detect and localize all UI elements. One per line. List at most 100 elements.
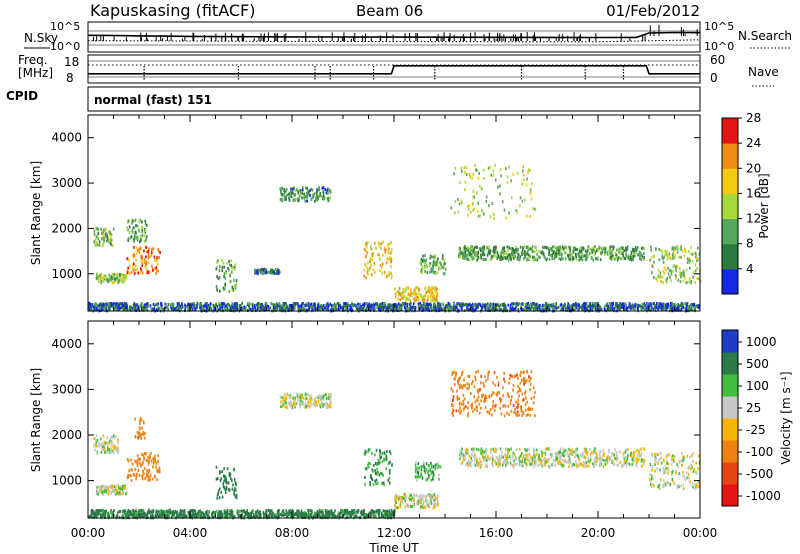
echo-cell: [505, 257, 507, 260]
echo-cell: [514, 302, 517, 306]
echo-cell: [434, 263, 437, 267]
echo-cell: [472, 250, 474, 254]
echo-cell: [130, 468, 132, 472]
echo-cell: [325, 308, 328, 312]
echo-cell: [468, 258, 471, 262]
echo-cell: [153, 305, 156, 309]
echo-cell: [113, 302, 116, 306]
echo-cell: [375, 302, 377, 306]
echo-cell: [235, 483, 237, 487]
echo-cell: [411, 496, 414, 500]
colorbar-swatch: [722, 193, 738, 220]
echo-cell: [386, 306, 389, 310]
echo-cell: [582, 303, 585, 307]
echo-cell: [100, 450, 103, 454]
echo-cell: [483, 305, 485, 309]
echo-cell: [473, 395, 475, 399]
echo-cell: [295, 402, 298, 406]
echo-cell: [495, 249, 498, 253]
echo-cell: [523, 252, 526, 256]
echo-cell: [699, 279, 702, 283]
power-echoes: [88, 163, 702, 313]
echo-cell: [98, 441, 100, 445]
echo-cell: [370, 476, 373, 480]
echo-cell: [134, 435, 137, 439]
echo-cell: [367, 268, 370, 272]
echo-cell: [513, 308, 516, 312]
echo-cell: [512, 384, 515, 387]
echo-cell: [96, 243, 99, 247]
echo-cell: [371, 306, 373, 310]
echo-cell: [471, 308, 473, 312]
echo-cell: [515, 411, 517, 415]
echo-cell: [376, 462, 378, 466]
echo-cell: [133, 226, 136, 230]
echo-cell: [132, 219, 134, 223]
echo-cell: [617, 306, 620, 310]
echo-cell: [584, 249, 587, 253]
echo-cell: [432, 494, 435, 498]
echo-cell: [143, 239, 146, 243]
echo-cell: [481, 246, 484, 250]
colorbar-swatch: [722, 118, 738, 144]
echo-cell: [95, 227, 97, 231]
echo-cell: [684, 248, 686, 252]
echo-cell: [226, 302, 229, 306]
echo-cell: [589, 308, 591, 312]
echo-cell: [389, 303, 391, 307]
date-title: 01/Feb/2012: [606, 2, 700, 20]
echo-cell: [374, 453, 376, 457]
echo-cell: [536, 252, 538, 256]
echo-cell: [409, 293, 412, 297]
echo-cell: [160, 302, 163, 306]
echo-cell: [538, 249, 540, 253]
echo-cell: [233, 267, 236, 271]
echo-cell: [634, 251, 637, 255]
nsky-spikes: [92, 24, 698, 41]
echo-cell: [111, 488, 114, 492]
echo-cell: [641, 303, 644, 306]
echo-cell: [619, 308, 621, 312]
echo-cell: [110, 486, 112, 489]
echo-cell: [494, 383, 496, 387]
echo-cell: [630, 307, 632, 311]
echo-cell: [141, 432, 144, 436]
echo-cell: [344, 302, 346, 305]
echo-cell: [523, 178, 525, 182]
echo-cell: [144, 431, 146, 435]
echo-cell: [121, 280, 124, 284]
echo-cell: [381, 460, 384, 464]
velocity-echoes: [88, 369, 701, 520]
echo-cell: [580, 251, 583, 255]
echo-cell: [303, 192, 306, 196]
echo-cell: [136, 267, 138, 271]
echo-cell: [317, 400, 320, 404]
echo-cell: [616, 258, 619, 262]
echo-cell: [572, 303, 575, 307]
echo-cell: [227, 303, 230, 306]
echo-cell: [259, 305, 262, 309]
echo-cell: [134, 264, 137, 268]
echo-cell: [247, 302, 249, 305]
echo-cell: [593, 304, 596, 308]
echo-cell: [323, 197, 325, 201]
echo-cell: [397, 506, 400, 510]
echo-cell: [463, 303, 465, 307]
echo-cell: [534, 305, 537, 309]
echo-cell: [507, 462, 509, 466]
echo-cell: [452, 399, 454, 402]
echo-cell: [98, 304, 100, 308]
echo-cell: [621, 302, 624, 306]
echo-cell: [312, 303, 315, 306]
echo-cell: [557, 254, 559, 258]
echo-cell: [671, 302, 673, 305]
echo-cell: [300, 304, 303, 308]
echo-cell: [429, 497, 432, 501]
echo-cell: [96, 439, 99, 442]
echo-cell: [517, 247, 519, 251]
echo-cell: [435, 502, 438, 506]
echo-cell: [399, 293, 402, 297]
echo-cell: [495, 455, 497, 459]
echo-cell: [143, 436, 146, 440]
echo-cell: [141, 474, 144, 477]
